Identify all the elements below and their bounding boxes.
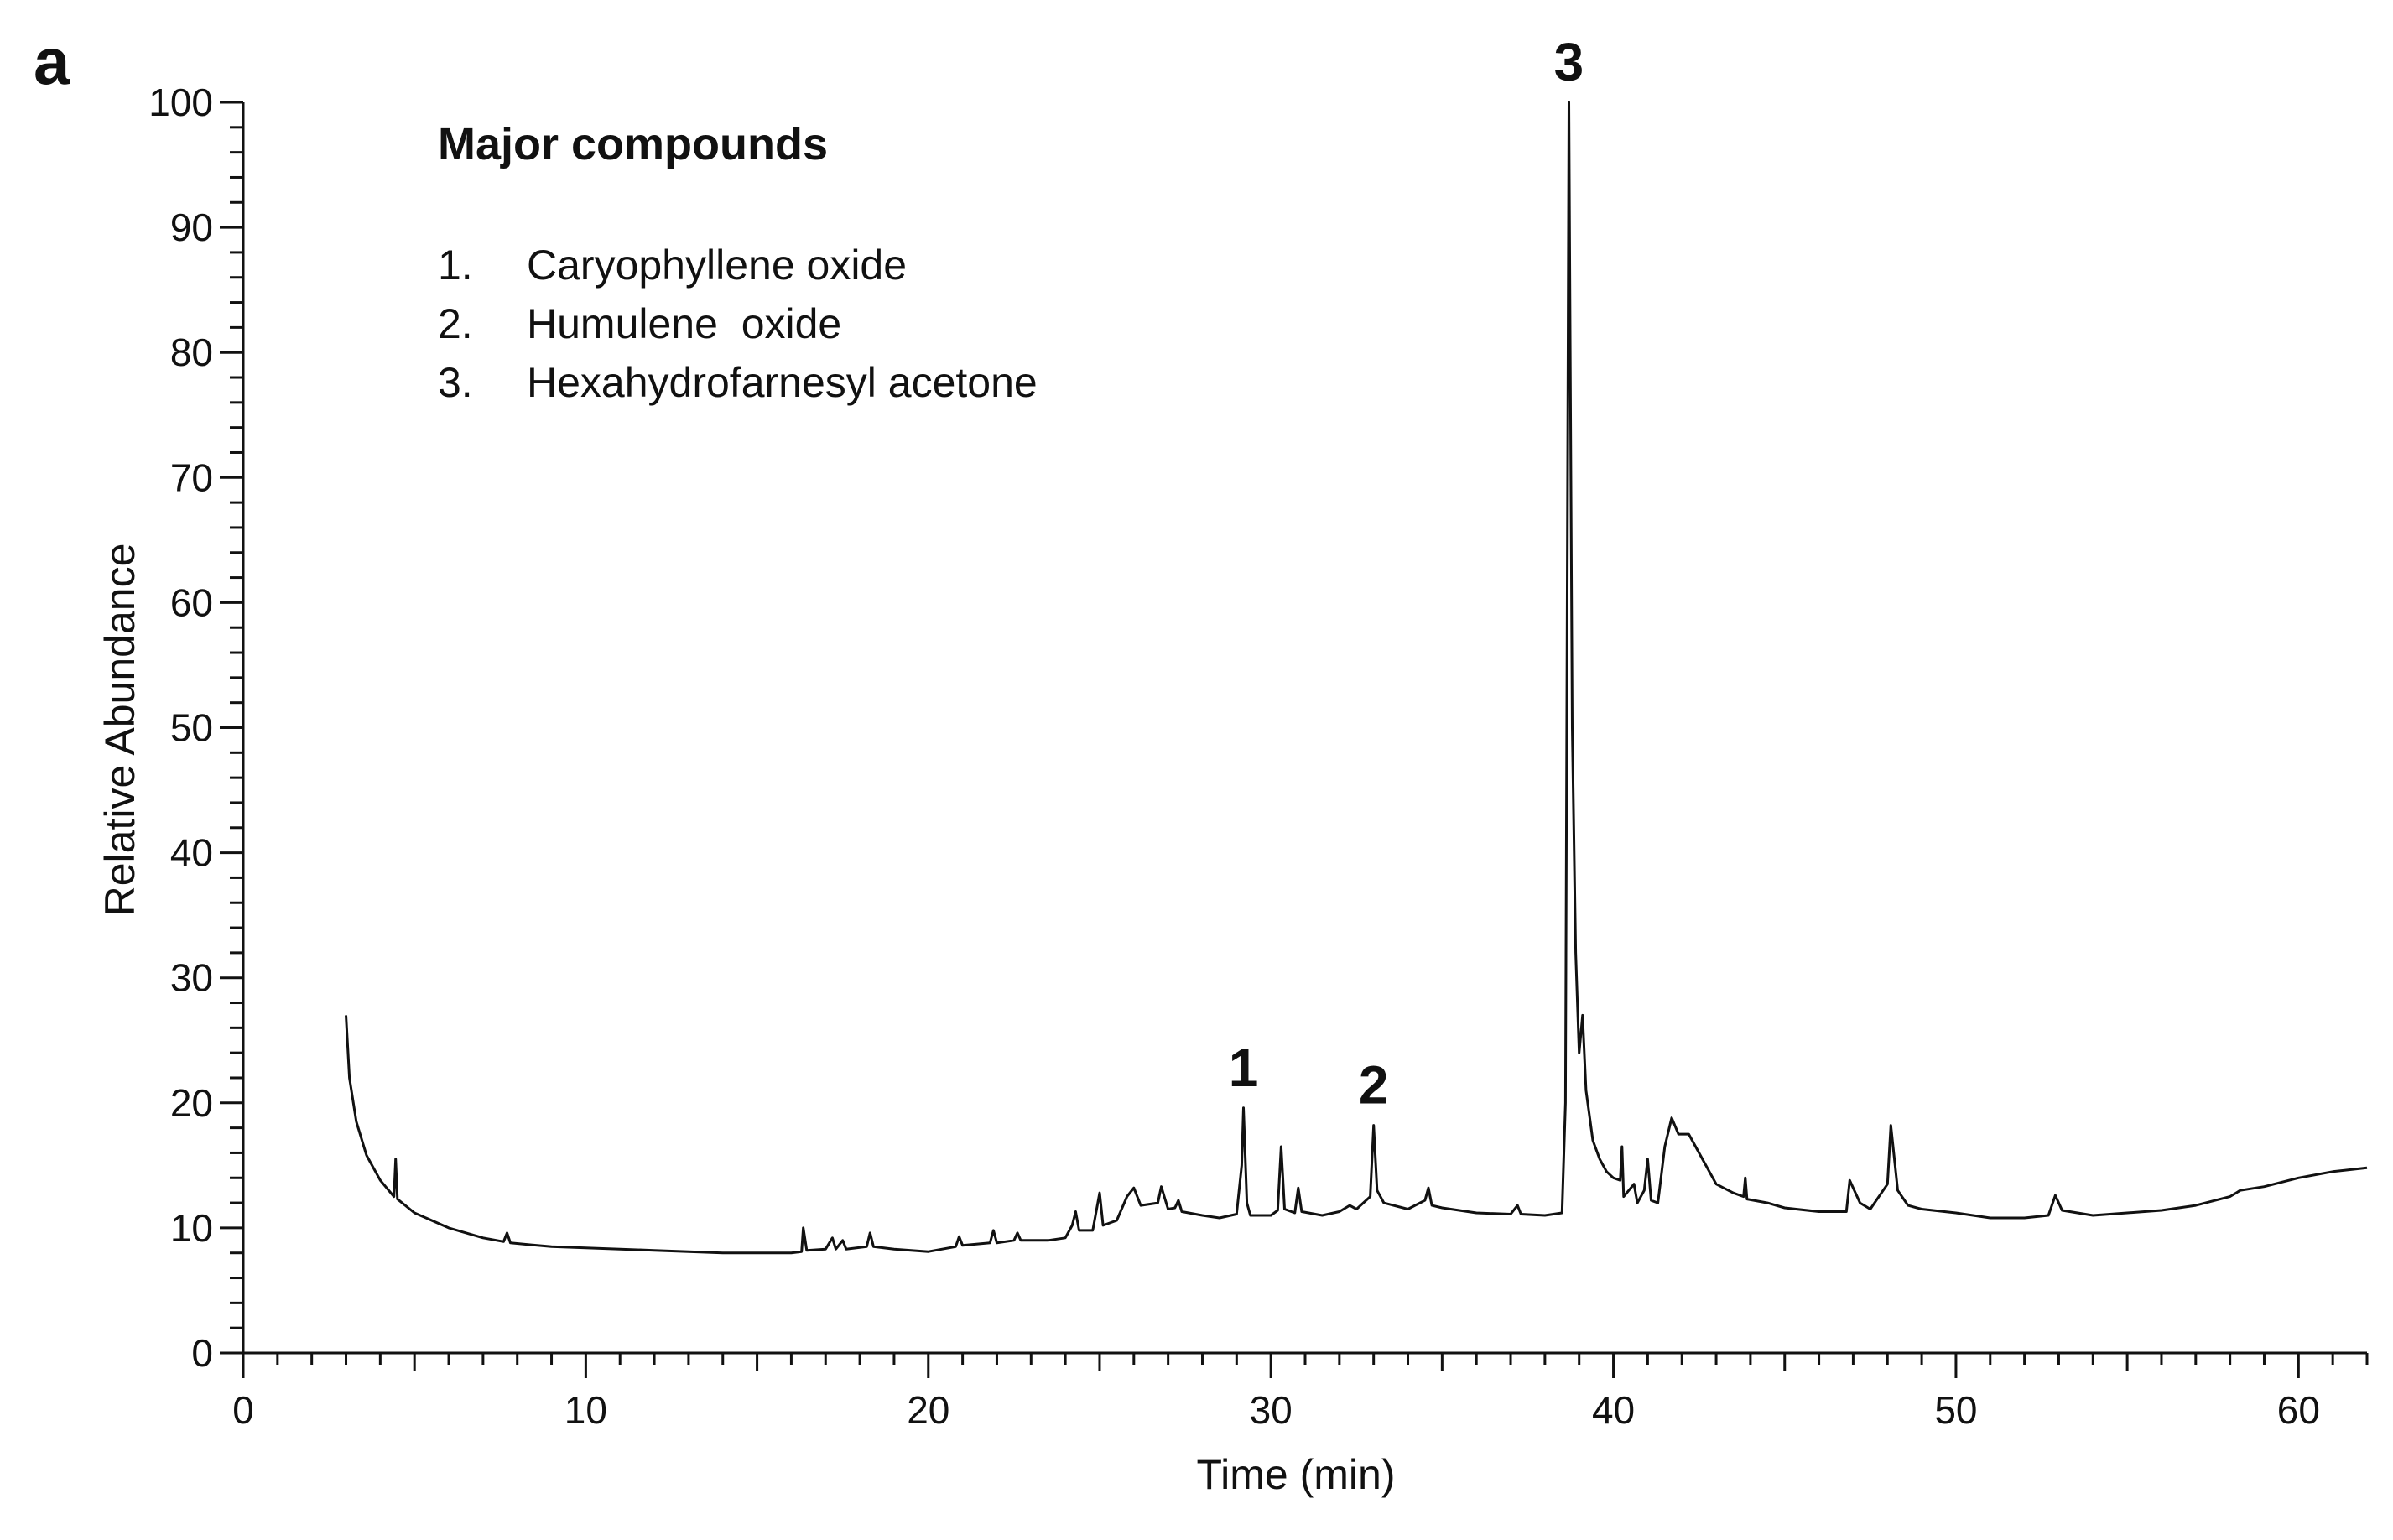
x-tick-label: 0 [232,1388,254,1432]
x-axis-title: Time (min) [1196,1451,1395,1498]
y-tick-label: 10 [170,1206,213,1250]
legend-item-1-name: Caryophyllene oxide [527,242,907,289]
x-tick-marks [242,1353,2369,1378]
legend-item-1-number: 1. [438,242,473,289]
y-tick-labels: 0 10 20 30 40 50 60 70 80 90 100 [148,81,213,1375]
y-tick-label: 50 [170,706,213,750]
legend-item-2-name: Humulene oxide [527,300,841,347]
y-tick-label: 60 [170,580,213,624]
plot-area [345,101,2368,1255]
y-tick-label: 70 [170,455,213,499]
x-tick-labels: 0 10 20 30 40 50 60 [232,1388,2320,1432]
x-axis: 0 10 20 30 40 50 60 [232,1351,2369,1432]
panel-label: a [34,24,70,98]
x-tick-label: 10 [564,1388,607,1432]
legend-item-3-number: 3. [438,359,473,406]
y-tick-label: 100 [148,81,213,124]
y-tick-marks [220,101,243,1355]
x-tick-label: 50 [1934,1388,1977,1432]
peak-label-3: 3 [1554,32,1584,92]
y-tick-label: 20 [170,1081,213,1125]
y-tick-label: 30 [170,956,213,1000]
y-tick-label: 0 [191,1331,213,1375]
x-tick-label: 40 [1592,1388,1635,1432]
y-axis-title: Relative Abundance [96,544,143,917]
y-tick-label: 80 [170,330,213,374]
legend-title: Major compounds [438,119,828,169]
peak-label-1: 1 [1229,1038,1259,1098]
legend-item-2-number: 2. [438,300,473,347]
peak-labels: 1 2 3 [1229,32,1584,1116]
x-tick-label: 30 [1250,1388,1293,1432]
x-tick-label: 60 [2277,1388,2320,1432]
y-axis: 0 10 20 30 40 50 60 70 80 90 100 [148,81,245,1375]
legend-item-3-name: Hexahydrofarnesyl acetone [527,359,1038,406]
peak-label-2: 2 [1359,1055,1389,1116]
legend-box: Major compounds 1. Caryophyllene oxide 2… [438,119,1038,406]
x-tick-label: 20 [907,1388,949,1432]
y-tick-label: 90 [170,206,213,249]
y-tick-label: 40 [170,831,213,875]
chromatogram-trace [345,101,2368,1255]
